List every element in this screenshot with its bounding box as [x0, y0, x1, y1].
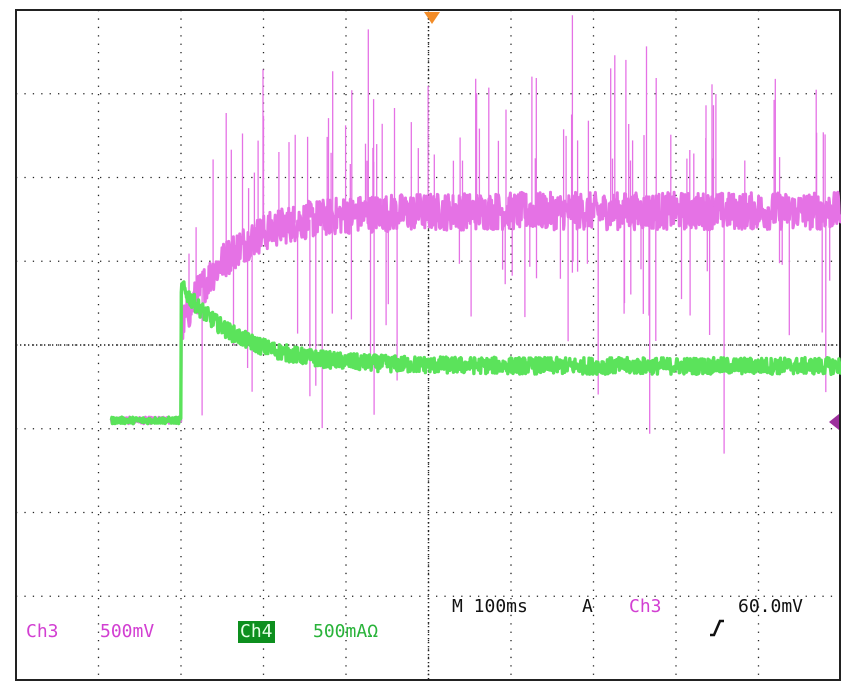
ch4-scale-readout: 500mAΩ: [313, 621, 379, 642]
ch3-trace: [109, 15, 841, 454]
trigger-position-marker: [424, 12, 440, 24]
ohm-icon: Ω: [367, 621, 379, 642]
ch3-scale-readout: 500mV: [100, 621, 155, 642]
ch4-trace: [109, 280, 841, 426]
rising-edge-icon: [687, 596, 725, 644]
ch3-trace-line: [109, 190, 841, 426]
trigger-level-readout: 60.0mV: [738, 596, 804, 617]
ch3-channel-label: Ch3: [26, 621, 59, 642]
trigger-level-marker: [829, 414, 839, 430]
ch4-channel-label: Ch4: [238, 621, 275, 643]
ch4-trace-line: [109, 280, 841, 426]
trigger-source-readout: Ch3: [629, 596, 662, 617]
timebase-readout: M 100ms: [452, 596, 528, 617]
trigger-mode-readout: A: [582, 596, 593, 617]
